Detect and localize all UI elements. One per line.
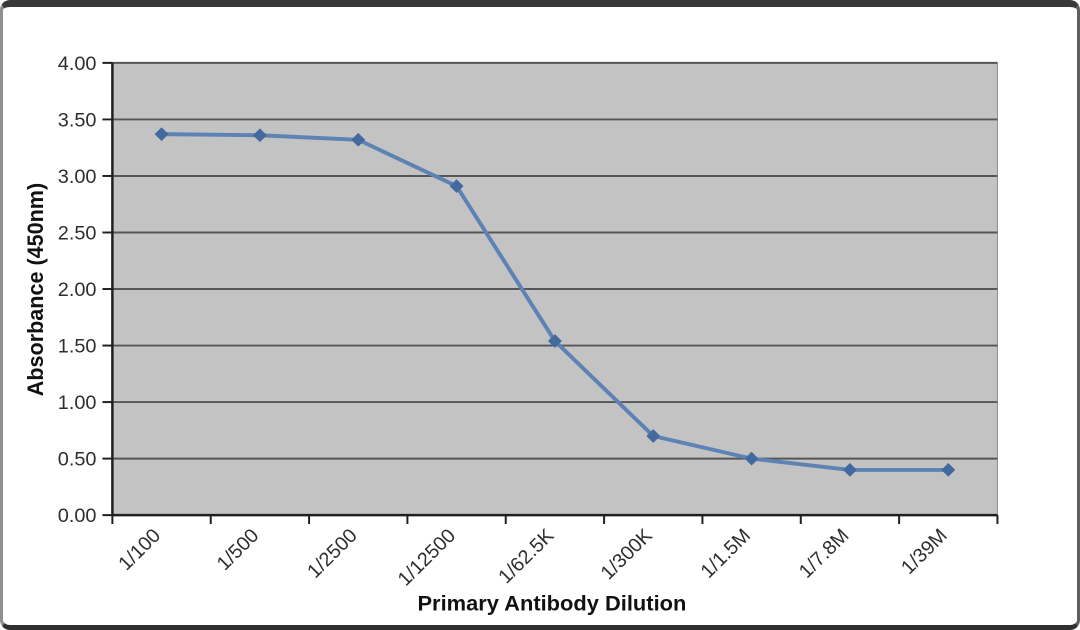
y-tick-label: 2.00 xyxy=(58,279,97,301)
data-point-marker xyxy=(252,128,267,143)
data-point-marker xyxy=(547,334,562,348)
x-tick-label: 1/7.8M xyxy=(795,525,854,583)
data-point-marker xyxy=(842,463,857,477)
y-axis-title: Absorbance (450nm) xyxy=(23,183,48,396)
x-tick-label: 1/300K xyxy=(597,525,657,584)
chart-generated-layer: 0.00 0.50 1.00 1.50 2.00 2.50 3.00 3.50 4.00 1/10… xyxy=(58,53,999,591)
y-tick-label: 0.00 xyxy=(58,505,97,527)
data-point-marker xyxy=(449,179,464,194)
x-tick-label: 1/2500 xyxy=(303,525,362,583)
y-tick-label: 1.00 xyxy=(58,392,97,414)
y-tick-label: 0.50 xyxy=(58,449,97,471)
y-tick-label: 1.50 xyxy=(58,336,97,358)
data-point-marker xyxy=(351,132,366,147)
x-tick-label: 1/62.5K xyxy=(494,525,558,588)
x-tick-label: 1/500 xyxy=(213,525,264,575)
elisa-titration-line-chart: 0.00 0.50 1.00 1.50 2.00 2.50 3.00 3.50 4.00 1/10… xyxy=(23,53,999,615)
x-tick-label: 1/12500 xyxy=(394,525,460,591)
y-tick-label: 2.50 xyxy=(58,222,97,244)
y-tick-label: 4.00 xyxy=(58,53,97,75)
x-tick-label: 1/39M xyxy=(897,525,952,579)
x-tick-label: 1/100 xyxy=(114,525,165,575)
data-point-marker xyxy=(154,127,169,142)
x-tick-label: 1/1.5M xyxy=(696,525,755,583)
data-point-marker xyxy=(646,429,661,443)
y-tick-label: 3.50 xyxy=(58,109,97,131)
y-tick-label: 3.00 xyxy=(58,166,97,188)
x-axis-title: Primary Antibody Dilution xyxy=(417,590,686,615)
